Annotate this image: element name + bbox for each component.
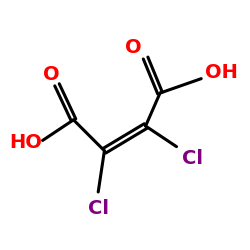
Text: HO: HO [10, 133, 42, 152]
Text: OH: OH [206, 63, 238, 82]
Text: O: O [125, 38, 142, 57]
Text: Cl: Cl [182, 150, 204, 169]
Text: Cl: Cl [88, 199, 109, 218]
Text: O: O [42, 65, 59, 84]
